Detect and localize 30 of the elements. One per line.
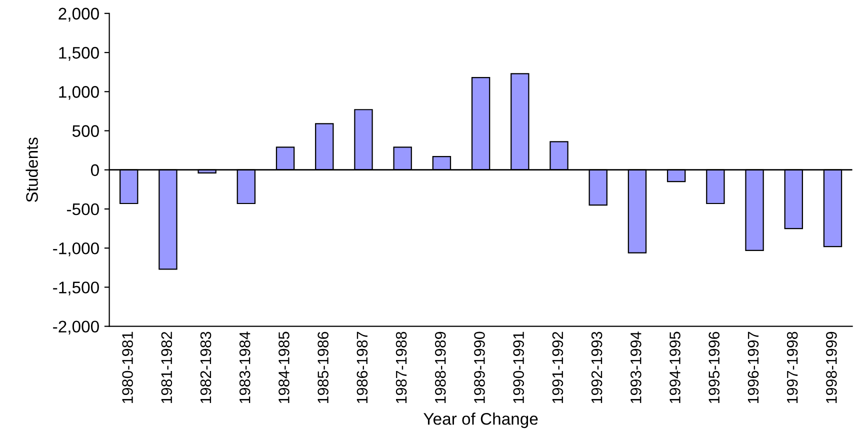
x-tick-label: 1992-1993 bbox=[591, 332, 602, 404]
x-tick-label: 1989-1990 bbox=[474, 332, 485, 404]
y-axis-title: Students bbox=[26, 138, 38, 202]
x-tick-label: 1993-1994 bbox=[630, 332, 642, 404]
x-tick-label: 1990-1991 bbox=[513, 332, 524, 404]
y-tick-label: 500 bbox=[72, 125, 99, 137]
x-tick-label: 1980-1981 bbox=[122, 332, 133, 404]
x-tick-label: 1998-1999 bbox=[826, 332, 837, 404]
y-tick-label: -1,500 bbox=[53, 282, 99, 296]
x-tick-label: 1997-1998 bbox=[786, 332, 798, 404]
y-tick-label: 0 bbox=[90, 164, 99, 176]
x-tick-label: 1987-1988 bbox=[396, 332, 407, 404]
x-tick-label: 1981-1982 bbox=[161, 332, 172, 404]
x-tick-label: 1994-1995 bbox=[670, 332, 680, 404]
x-tick-label: 1996-1997 bbox=[748, 332, 759, 404]
x-tick-label: 1984-1985 bbox=[278, 332, 290, 404]
x-tick-label: 1983-1984 bbox=[239, 332, 250, 404]
x-tick-label: 1995-1996 bbox=[708, 332, 720, 404]
y-tick-label: 1,000 bbox=[59, 86, 99, 100]
y-tick-label: 1,500 bbox=[59, 46, 99, 61]
x-tick-label: 1985-1986 bbox=[318, 332, 328, 404]
y-tick-label: -2,000 bbox=[53, 320, 99, 334]
x-tick-label: 1986-1987 bbox=[356, 332, 368, 404]
x-tick-label: 1991-1992 bbox=[552, 332, 564, 404]
y-tick-label: -500 bbox=[66, 203, 99, 216]
x-tick-label: 1982-1983 bbox=[200, 332, 212, 404]
x-axis-title: Year of Change bbox=[424, 412, 538, 428]
y-tick-label: -1,000 bbox=[53, 242, 99, 256]
y-tick-label: 2,000 bbox=[58, 8, 99, 22]
x-tick-label: 1988-1989 bbox=[434, 332, 446, 404]
